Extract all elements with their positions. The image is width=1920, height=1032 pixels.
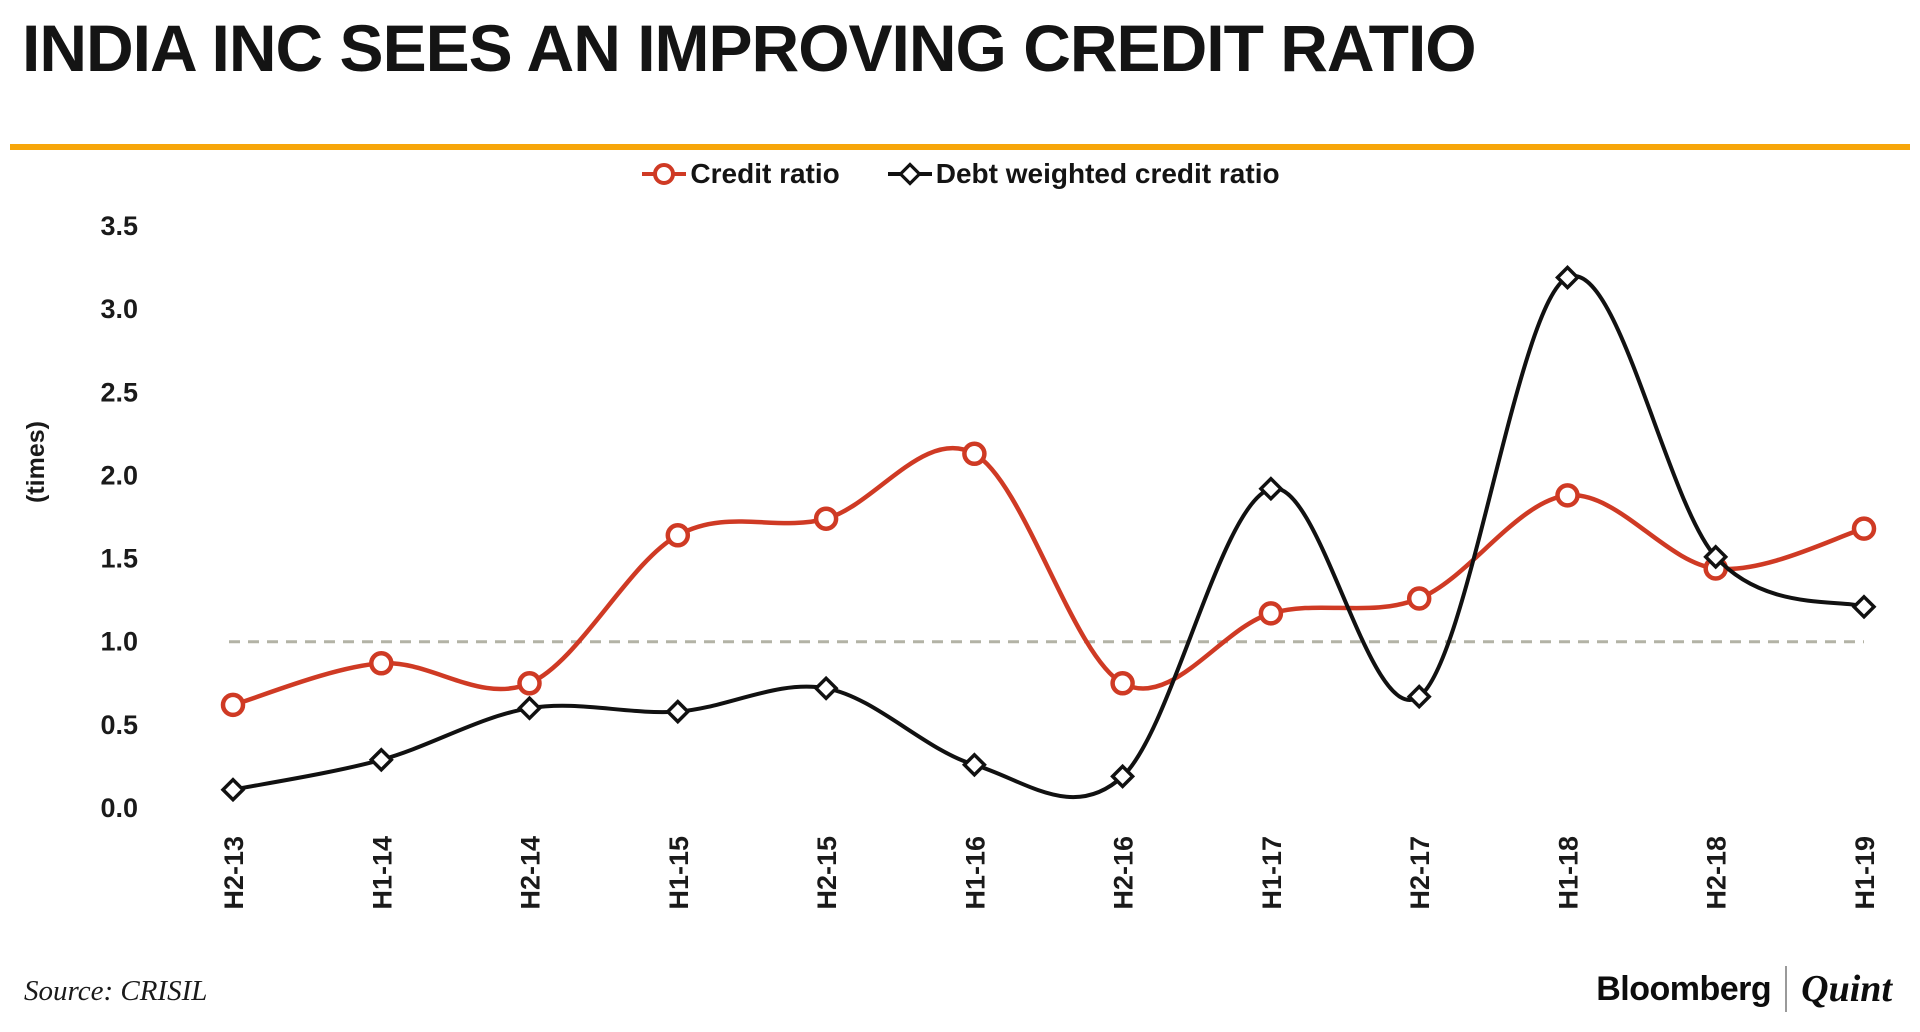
y-tick-label: 0.5 [100,710,138,740]
x-tick-label: H1-14 [367,836,397,910]
y-tick-label: 2.5 [100,377,138,407]
series-credit-ratio [220,441,1877,718]
data-point-circle [1555,483,1580,508]
x-tick-label: H1-18 [1554,836,1584,910]
data-point-circle [813,506,839,531]
data-point-diamond [1555,265,1580,290]
x-tick-label: H1-15 [664,836,694,910]
legend-item-credit-ratio: Credit ratio [640,158,840,190]
y-tick-label: 3.0 [100,294,138,324]
legend-item-debt-weighted-credit-ratio: Debt weighted credit ratio [886,158,1280,190]
series-line [230,445,1867,708]
x-tick-label: H2-17 [1405,836,1435,910]
x-tick-label: H2-18 [1702,836,1732,910]
x-tick-label: H2-14 [516,836,546,910]
data-point-circle [1851,516,1877,541]
source-note: Source: CRISIL [24,975,208,1007]
legend-label-credit-ratio: Credit ratio [690,158,840,189]
x-tick-label: H2-13 [219,836,249,910]
x-tick-label: H1-19 [1850,836,1880,910]
data-point-diamond [1851,594,1877,620]
series-line [231,274,1866,800]
data-point-circle [220,692,246,718]
credit-ratio-marker-icon [642,163,687,185]
y-tick-label: 2.0 [100,460,138,490]
data-point-circle [517,671,542,696]
y-tick-label: 0.0 [100,793,138,823]
series-debt-weighted-credit-ratio [220,265,1877,803]
data-point-diamond [1258,476,1284,502]
data-point-diamond [368,747,394,773]
data-point-circle [1110,671,1135,696]
data-point-circle [369,651,394,676]
data-point-diamond [1703,544,1729,570]
data-point-diamond [813,675,839,701]
x-tick-label: H1-16 [960,836,990,910]
brand-quint: Quint [1801,968,1892,1010]
x-tick-label: H1-17 [1257,836,1287,910]
legend-label-debt-weighted-credit-ratio: Debt weighted credit ratio [935,158,1280,189]
data-point-circle [1258,601,1284,626]
x-tick-label: H2-16 [1109,836,1139,910]
data-point-diamond [665,699,691,725]
data-point-diamond [1406,684,1432,710]
y-tick-label: 3.5 [100,211,138,241]
chart-title: INDIA INC SEES AN IMPROVING CREDIT RATIO [22,11,1477,85]
data-point-circle [962,441,987,467]
y-tick-label: 1.5 [100,544,138,574]
brand-bloomberg: Bloomberg [1596,969,1772,1008]
data-point-circle [1406,586,1432,611]
y-axis-title: (times) [22,421,50,503]
data-point-circle [665,523,691,548]
data-point-diamond [517,695,542,721]
brand-divider [1785,966,1788,1012]
title-underline [10,144,1910,150]
data-point-diamond [961,752,987,778]
x-tick-label: H2-15 [812,836,842,910]
data-point-diamond [1110,763,1136,789]
legend: Credit ratio Debt weighted credit ratio [0,158,1920,190]
debt-weighted-marker-icon [887,162,932,186]
data-point-diamond [220,777,246,803]
y-tick-label: 1.0 [100,627,138,657]
brand-logo: Bloomberg Quint [1596,966,1892,1012]
